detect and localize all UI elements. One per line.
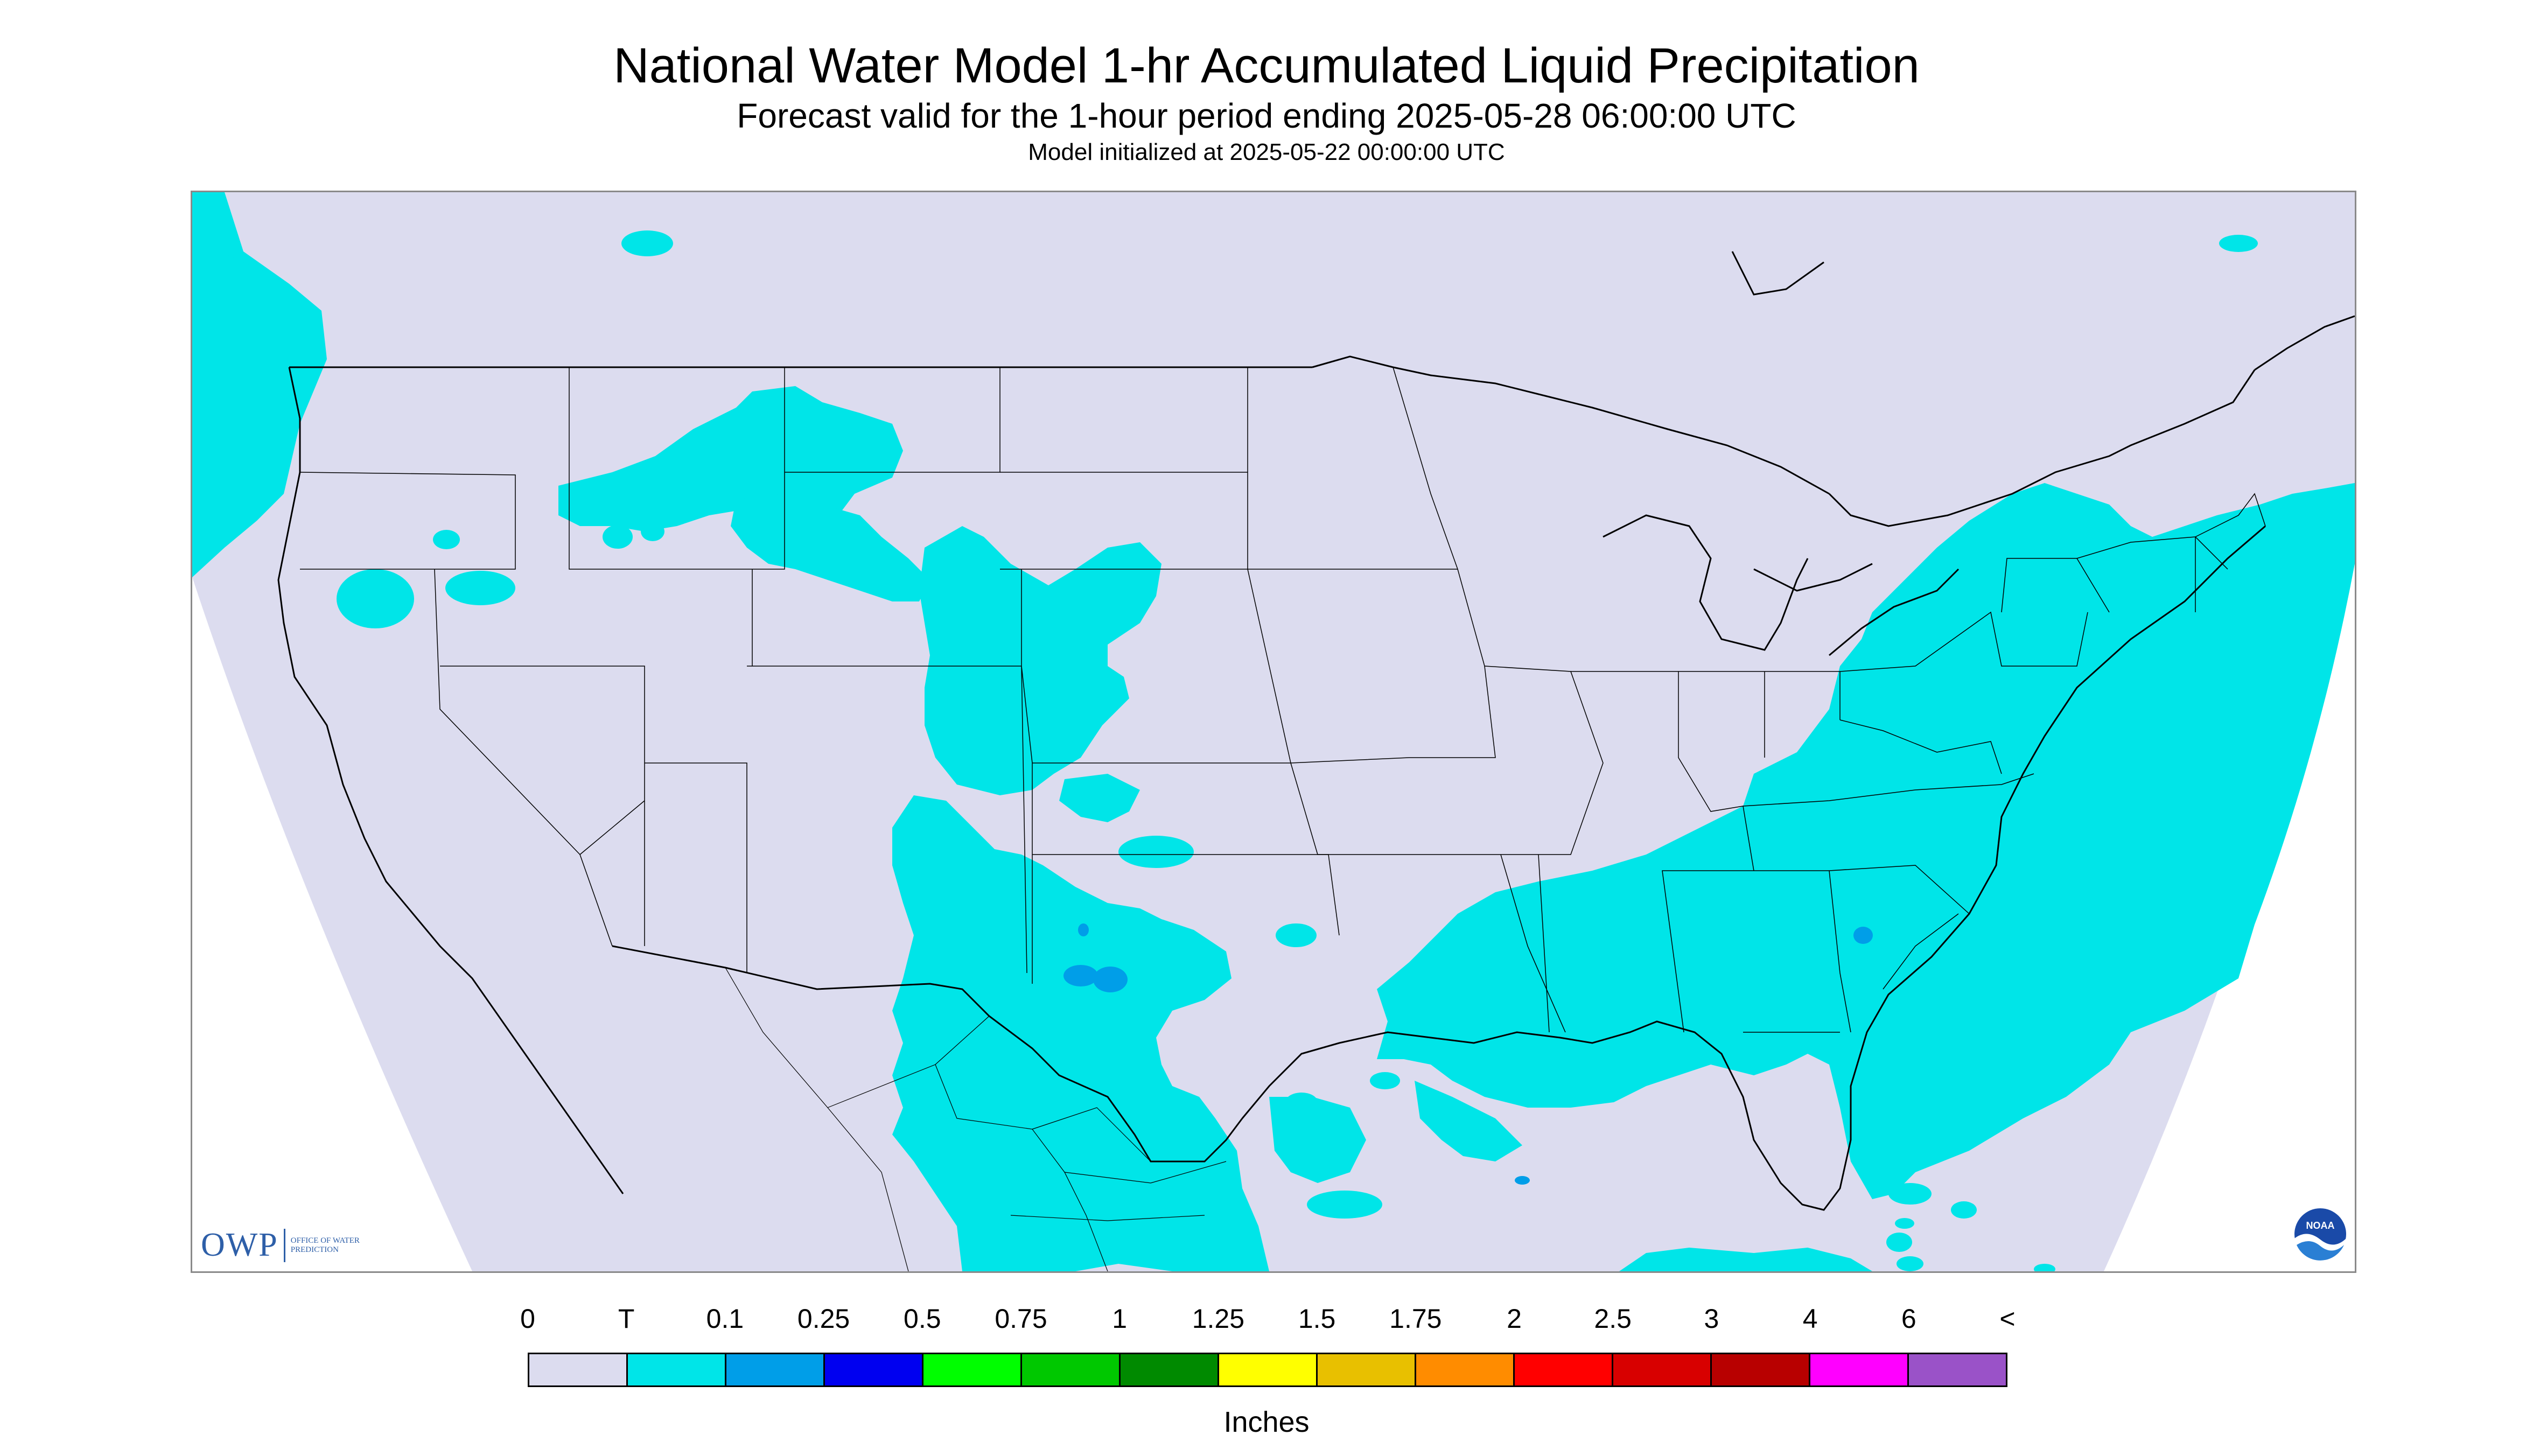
colorbar-swatch <box>1810 1354 1909 1385</box>
map-panel[interactable]: OWP OFFICE OF WATER PREDICTION NOAA <box>191 191 2356 1273</box>
precip-louisiana-coast <box>1415 1081 1522 1161</box>
map-title: National Water Model 1-hr Accumulated Li… <box>613 38 1920 93</box>
great-lakes <box>1603 514 1960 656</box>
colorbar-tick-label: 4 <box>1802 1304 1818 1334</box>
colorbar-swatch <box>923 1354 1022 1385</box>
precip-map <box>192 192 2355 1271</box>
precip-southeast <box>1377 483 2355 1199</box>
precip-southwest-texas <box>892 795 1269 1271</box>
pacific-coast <box>277 367 624 1194</box>
precip-plains <box>919 526 1161 795</box>
colorbar-swatch <box>628 1354 726 1385</box>
model-init-text: Model initialized at 2025-05-22 00:00:00… <box>1028 139 1505 165</box>
colorbar-swatch <box>1909 1354 2006 1385</box>
trace-precip-areas <box>192 192 2355 1271</box>
colorbar-swatch <box>1416 1354 1515 1385</box>
hudson-bay-shore <box>1731 251 1824 296</box>
mexico-state-lines <box>725 967 1227 1271</box>
colorbar-tick-label: 1 <box>1112 1304 1128 1334</box>
light-precip-areas <box>1063 923 1873 1185</box>
precip-wyoming <box>731 494 930 601</box>
gulf-coast <box>1241 525 2266 1211</box>
noaa-logo-text: NOAA <box>2306 1220 2335 1231</box>
legend-labels: 0 T 0.1 0.25 0.5 0.75 1 1.25 1.5 1.75 2 2.5 3 4 6 < <box>0 1303 2533 1341</box>
colorbar-swatch <box>1515 1354 1613 1385</box>
colorbar-swatch <box>1613 1354 1712 1385</box>
precip-gulf-texas <box>1269 1097 1366 1183</box>
legend-units: Inches <box>1223 1406 1310 1438</box>
precip-bc-coast <box>219 251 311 354</box>
colorbar-tick-label: 0.75 <box>995 1304 1047 1334</box>
colorbar-tick-label: 0.25 <box>797 1304 850 1334</box>
noaa-logo: NOAA <box>2294 1208 2346 1261</box>
colorbar-tick-label: 3 <box>1704 1304 1719 1334</box>
colorbar-tick-label: 2 <box>1507 1304 1522 1334</box>
precip-montana <box>558 386 903 531</box>
owp-logo-letters: OWP <box>201 1227 278 1263</box>
coastlines-and-borders <box>277 251 2355 1211</box>
us-mexico-border <box>612 945 1243 1163</box>
precip-colorbar <box>528 1353 2007 1387</box>
colorbar-swatch <box>825 1354 923 1385</box>
colorbar-tick-label: 6 <box>1901 1304 1916 1334</box>
colorbar-swatch <box>726 1354 825 1385</box>
colorbar-swatch <box>1712 1354 1810 1385</box>
precip-bottom-center <box>1619 1248 1872 1271</box>
colorbar-tick-label: 0 <box>520 1304 535 1334</box>
owp-logo: OWP OFFICE OF WATER PREDICTION <box>201 1226 366 1264</box>
colorbar-swatch <box>1022 1354 1121 1385</box>
colorbar-swatch <box>529 1354 628 1385</box>
colorbar-swatch <box>1121 1354 1219 1385</box>
colorbar-tick-label: 1.5 <box>1298 1304 1336 1334</box>
colorbar-tick-label: 0.1 <box>706 1304 744 1334</box>
colorbar-tick-label: 2.5 <box>1594 1304 1632 1334</box>
owp-logo-divider <box>283 1228 285 1262</box>
us-canada-border <box>289 315 2355 527</box>
colorbar-swatch <box>1219 1354 1318 1385</box>
colorbar-tick-label: 1.25 <box>1192 1304 1245 1334</box>
colorbar-tick-label: 1.75 <box>1389 1304 1442 1334</box>
colorbar-tick-label: T <box>618 1304 635 1334</box>
precip-oklahoma-n <box>1059 774 1140 822</box>
colorbar-swatch <box>1318 1354 1416 1385</box>
map-subtitle: Forecast valid for the 1-hour period end… <box>737 96 1796 135</box>
state-boundaries <box>299 367 2266 1033</box>
colorbar-tick-label: 0.5 <box>904 1304 941 1334</box>
colorbar-tick-label: < <box>1999 1304 2016 1334</box>
owp-logo-subtext: OFFICE OF WATER PREDICTION <box>290 1236 360 1254</box>
